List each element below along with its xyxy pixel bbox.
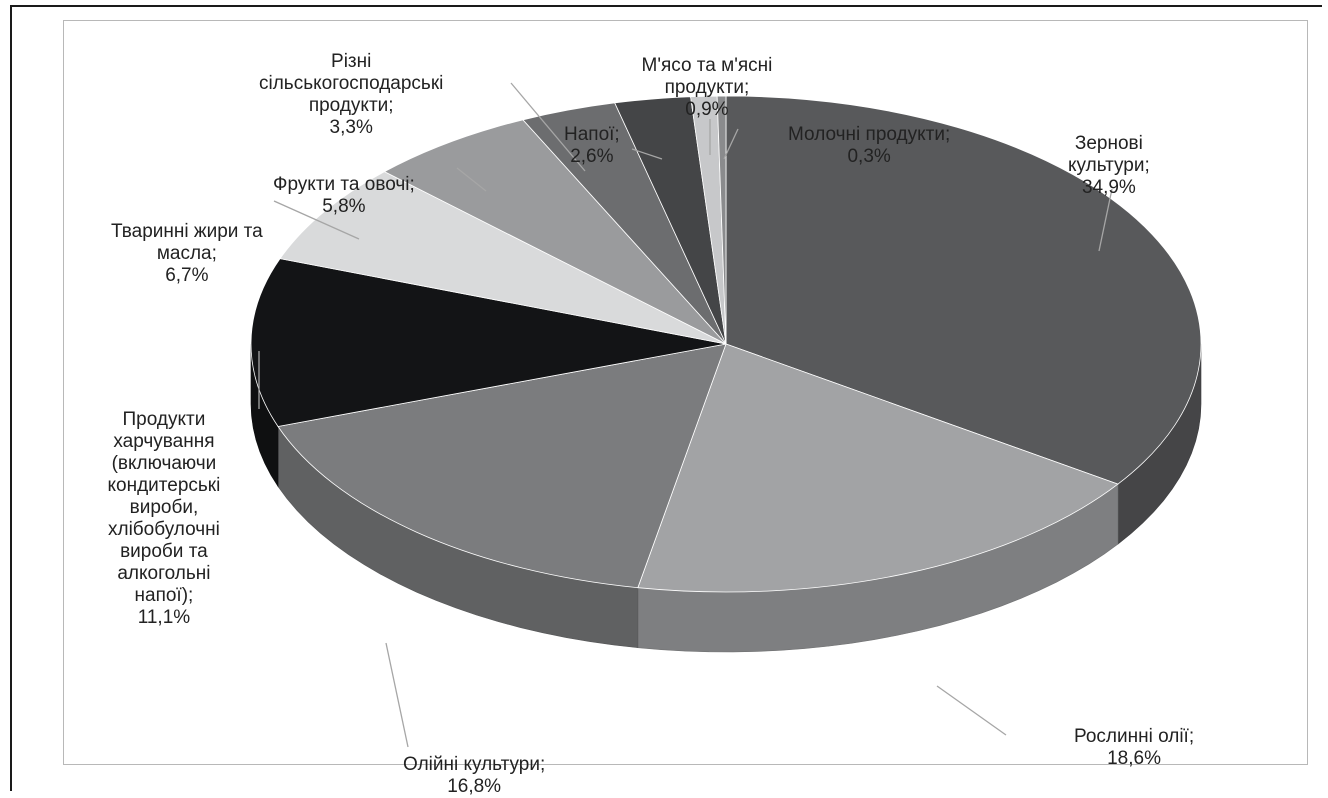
slice-label-line: сільськогосподарські bbox=[259, 73, 444, 94]
slice-label-line: Молочні продукти; bbox=[788, 124, 951, 145]
slice-label-line: кондитерські bbox=[107, 475, 221, 496]
leader-line-6 bbox=[510, 82, 586, 172]
slice-label-line: хлібобулочні bbox=[107, 519, 220, 540]
leader-line-5 bbox=[456, 167, 487, 192]
slice-label-line: напої); bbox=[134, 585, 194, 606]
slice-label-line: масла; bbox=[156, 243, 217, 264]
slice-label-line: харчування bbox=[113, 431, 215, 452]
pie-slice-5[interactable] bbox=[383, 119, 727, 345]
pie-slice-2[interactable] bbox=[277, 343, 727, 589]
slice-label-0: Зернові культури; 34,9% bbox=[1068, 133, 1150, 199]
slice-label-9: Молочні продукти; 0,3% bbox=[788, 124, 950, 168]
slice-label-2: Олійні культури; 16,8% bbox=[403, 754, 545, 798]
slice-label-line: 34,9% bbox=[1081, 177, 1136, 198]
slice-label-line: культури; bbox=[1068, 155, 1150, 176]
leader-line-7 bbox=[631, 148, 663, 160]
slice-label-line: Фрукти та овочі; bbox=[273, 174, 415, 195]
slice-label-1: Рослинні олії; 18,6% bbox=[1074, 726, 1194, 770]
slice-label-line: 16,8% bbox=[447, 776, 502, 797]
slice-label-7: Напої; 2,6% bbox=[564, 124, 620, 168]
slice-label-line: алкогольні bbox=[117, 563, 211, 584]
slice-label-line: 11,1% bbox=[137, 607, 191, 628]
leader-line-4 bbox=[273, 200, 360, 240]
slice-label-line: 0,3% bbox=[847, 146, 891, 167]
slice-label-line: Різні bbox=[331, 51, 372, 72]
slice-label-8: М'ясо та м'ясні продукти; 0,9% bbox=[642, 55, 773, 121]
pie-chart-svg bbox=[250, 82, 1202, 748]
slice-label-line: Зернові bbox=[1074, 133, 1143, 154]
slice-label-line: продукти; bbox=[308, 95, 394, 116]
slice-label-line: продукти; bbox=[664, 77, 750, 98]
slice-label-3: Продукти харчування (включаючи кондитерські… bbox=[108, 409, 221, 629]
slice-label-line: Рослинні олії; bbox=[1074, 726, 1195, 747]
leader-line-2 bbox=[385, 642, 409, 748]
slice-label-line: Продукти bbox=[122, 409, 206, 430]
slice-label-line: 2,6% bbox=[570, 146, 614, 167]
pie-slice-3[interactable] bbox=[250, 258, 727, 427]
slice-label-4: Тваринні жири та масла; 6,7% bbox=[111, 221, 263, 287]
slice-label-5: Фрукти та овочі; 5,8% bbox=[273, 174, 415, 218]
pie-slice-1[interactable] bbox=[637, 343, 1119, 593]
slice-label-line: Олійні культури; bbox=[403, 754, 546, 775]
slice-label-line: 3,3% bbox=[329, 117, 373, 138]
pie-slice-4[interactable] bbox=[279, 171, 727, 345]
slice-label-line: Тваринні жири та bbox=[111, 221, 263, 242]
pie-tops bbox=[250, 95, 1202, 593]
slice-label-line: Напої; bbox=[564, 124, 620, 145]
leader-line-0 bbox=[1098, 188, 1113, 252]
slice-label-line: 5,8% bbox=[322, 196, 366, 217]
leader-line-9 bbox=[723, 128, 739, 160]
slice-label-line: 0,9% bbox=[685, 99, 729, 120]
slice-label-line: 18,6% bbox=[1107, 748, 1161, 769]
slice-label-line: вироби, bbox=[129, 497, 199, 518]
slice-label-line: вироби та bbox=[120, 541, 208, 562]
slice-label-6: Різні сільськогосподарські продукти; 3,3% bbox=[259, 51, 443, 139]
leader-line-1 bbox=[936, 685, 1007, 736]
chart-frame bbox=[10, 5, 1322, 791]
pie-slice-0[interactable] bbox=[725, 95, 1202, 485]
slice-label-line: М'ясо та м'ясні bbox=[641, 55, 773, 76]
slice-label-line: (включаючи bbox=[111, 453, 217, 474]
slice-label-line: 6,7% bbox=[165, 265, 209, 286]
chart-area: Зернові культури; 34,9% Рослинні олії; 18,6%… bbox=[63, 20, 1308, 797]
